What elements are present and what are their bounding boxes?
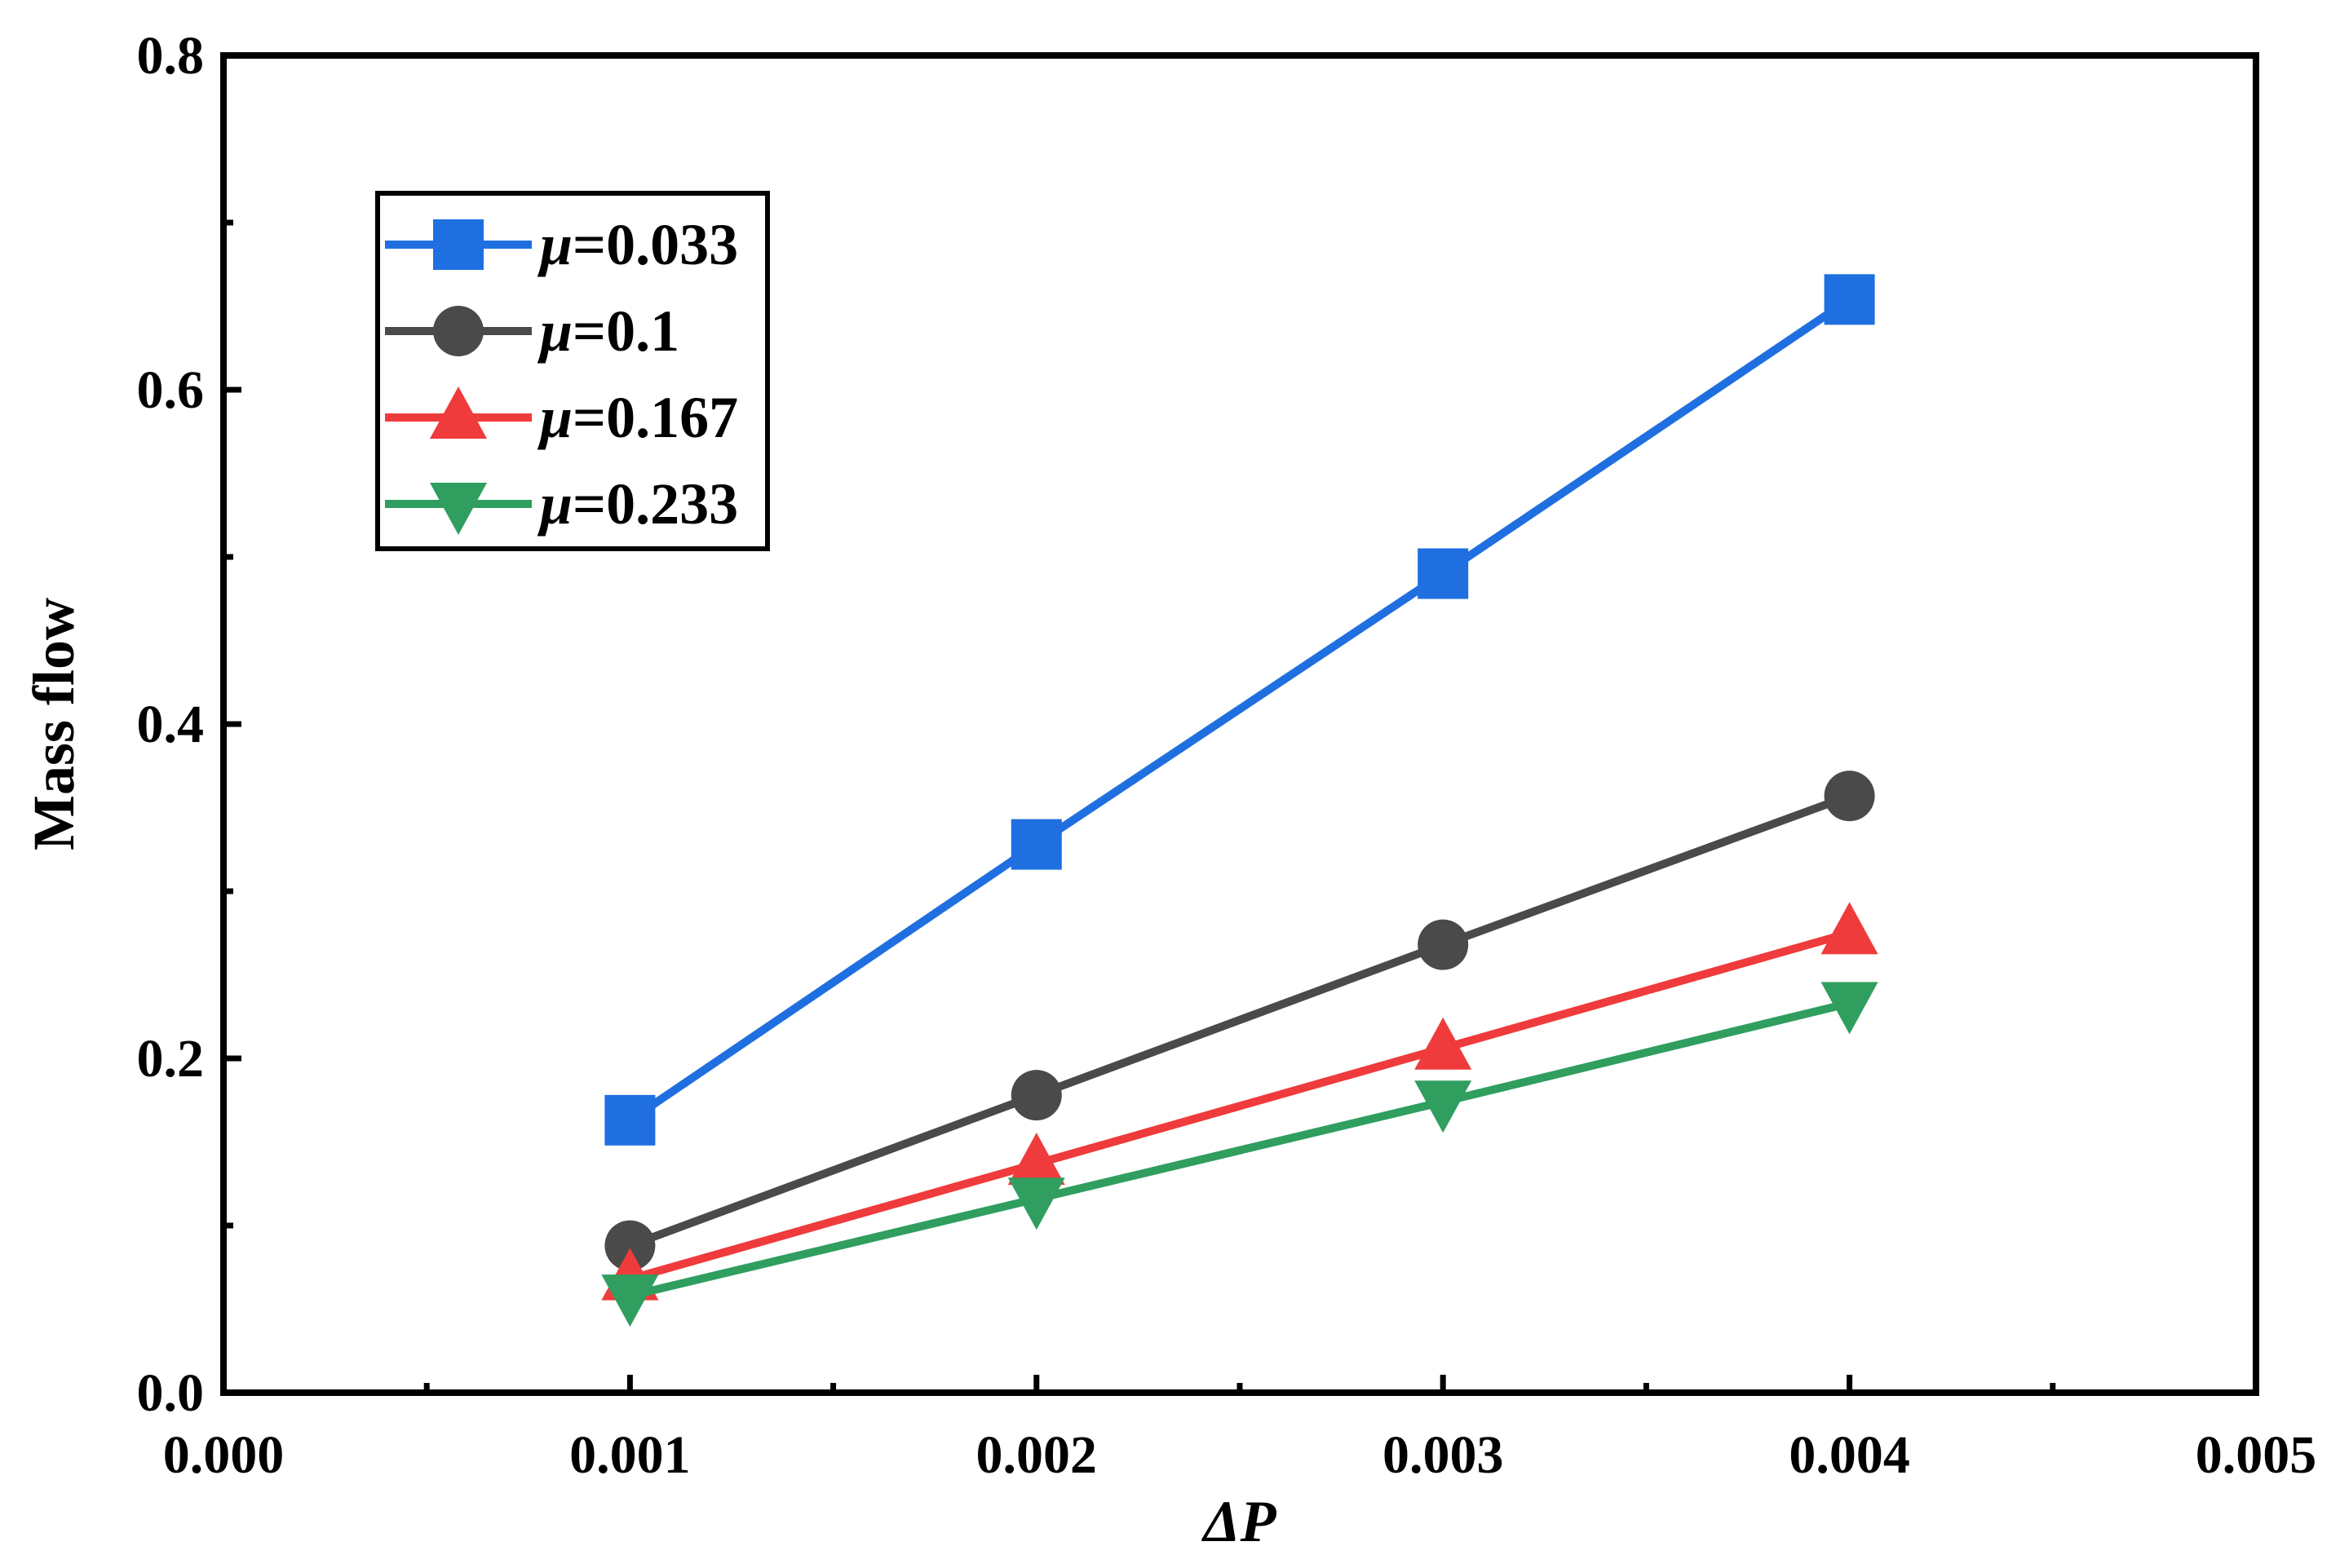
legend-label: μ=0.233 xyxy=(537,471,738,537)
y-tick-label: 0.8 xyxy=(137,26,205,86)
legend-mu-value: =0.033 xyxy=(573,212,738,277)
legend-mu-value: =0.1 xyxy=(573,298,679,364)
data-point xyxy=(1414,1080,1472,1133)
legend-label: μ=0.033 xyxy=(537,212,738,277)
data-point xyxy=(1414,1017,1472,1070)
legend-mu-symbol: μ xyxy=(537,471,573,537)
data-point xyxy=(1820,902,1878,955)
legend-entry: μ=0.033 xyxy=(385,212,738,277)
y-tick-label: 0.2 xyxy=(137,1029,205,1089)
data-point xyxy=(1011,819,1062,870)
legend-label: μ=0.1 xyxy=(537,298,679,364)
legend-mu-symbol: μ xyxy=(537,385,573,450)
series-line xyxy=(629,999,1851,1300)
x-axis-title: ΔP xyxy=(1201,1489,1276,1554)
y-axis-title: Mass flow xyxy=(21,598,86,850)
legend-entry: μ=0.233 xyxy=(385,471,738,537)
axis-tick-labels: 0.000 0.001 0.002 0.003 0.004 0.005 0.0 0.2 0.4 0… xyxy=(137,26,2317,1485)
y-tick-label: 0.0 xyxy=(137,1363,205,1423)
legend-marker xyxy=(430,386,487,439)
data-point xyxy=(1007,1133,1065,1186)
data-point xyxy=(1824,274,1875,325)
series-line xyxy=(627,296,1852,1124)
x-tick-label: 0.005 xyxy=(2196,1425,2317,1485)
legend-mu-symbol: μ xyxy=(537,212,573,277)
legend-marker xyxy=(433,219,484,270)
data-point xyxy=(1011,1070,1062,1121)
series-2 xyxy=(604,771,1875,1271)
legend-marker xyxy=(433,306,484,356)
axis-ticks xyxy=(220,52,2259,1396)
data-point xyxy=(1418,548,1469,599)
series-4 xyxy=(601,982,1878,1327)
data-point xyxy=(601,1274,659,1327)
data-point xyxy=(604,1220,656,1271)
series-line xyxy=(628,792,1851,1250)
legend-marker xyxy=(430,483,487,535)
legend-label: μ=0.167 xyxy=(537,385,738,450)
legend-mu-value: =0.233 xyxy=(573,471,738,537)
x-tick-label: 0.001 xyxy=(569,1425,691,1485)
data-point xyxy=(1824,771,1875,822)
series-1 xyxy=(604,274,1875,1146)
legend-mu-value: =0.167 xyxy=(573,385,738,450)
series-line xyxy=(629,929,1851,1283)
y-tick-label: 0.4 xyxy=(137,695,205,754)
x-tick-label: 0.003 xyxy=(1382,1425,1504,1485)
plot-marks xyxy=(601,274,1878,1327)
series-3 xyxy=(601,902,1878,1301)
data-point xyxy=(1820,982,1878,1035)
data-point xyxy=(1007,1177,1065,1230)
x-tick-label: 0.002 xyxy=(976,1425,1098,1485)
legend-mu-symbol: μ xyxy=(537,298,573,364)
y-tick-label: 0.6 xyxy=(137,360,205,420)
x-tick-label: 0.000 xyxy=(163,1425,285,1485)
legend-entry: μ=0.167 xyxy=(385,385,738,450)
x-tick-label: 0.004 xyxy=(1789,1425,1910,1485)
data-point xyxy=(1418,919,1469,970)
legend-entry: μ=0.1 xyxy=(385,298,679,364)
data-point xyxy=(604,1094,656,1146)
